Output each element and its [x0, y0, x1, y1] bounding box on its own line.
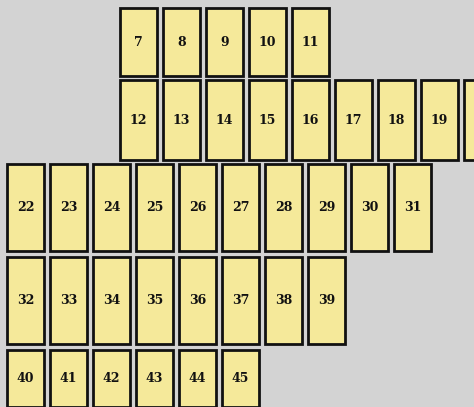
Bar — [351, 164, 388, 251]
Text: 7: 7 — [134, 35, 143, 48]
Bar — [249, 80, 286, 160]
Text: 43: 43 — [146, 372, 163, 385]
Bar — [206, 8, 243, 76]
Bar — [179, 350, 216, 407]
Bar — [308, 257, 345, 344]
Text: 31: 31 — [404, 201, 421, 214]
Text: 14: 14 — [216, 114, 233, 127]
Text: 12: 12 — [130, 114, 147, 127]
Bar — [292, 8, 329, 76]
Text: 25: 25 — [146, 201, 163, 214]
Bar — [222, 257, 259, 344]
Text: 37: 37 — [232, 294, 249, 307]
Bar — [265, 164, 302, 251]
Text: 11: 11 — [302, 35, 319, 48]
Text: 22: 22 — [17, 201, 34, 214]
Text: 33: 33 — [60, 294, 77, 307]
Bar — [206, 80, 243, 160]
Text: 13: 13 — [173, 114, 190, 127]
Bar — [421, 80, 458, 160]
Text: 8: 8 — [177, 35, 186, 48]
Bar — [50, 350, 87, 407]
Text: 39: 39 — [318, 294, 335, 307]
Bar — [7, 257, 44, 344]
Text: 42: 42 — [103, 372, 120, 385]
Text: 29: 29 — [318, 201, 335, 214]
Bar — [179, 257, 216, 344]
Bar — [265, 257, 302, 344]
Text: 9: 9 — [220, 35, 229, 48]
Text: 32: 32 — [17, 294, 34, 307]
Text: 30: 30 — [361, 201, 378, 214]
Bar — [120, 8, 157, 76]
Text: 26: 26 — [189, 201, 206, 214]
Bar — [136, 257, 173, 344]
Bar — [120, 80, 157, 160]
Text: 44: 44 — [189, 372, 206, 385]
Bar — [249, 8, 286, 76]
Text: 24: 24 — [103, 201, 120, 214]
Text: 19: 19 — [431, 114, 448, 127]
Bar — [335, 80, 372, 160]
Bar — [222, 350, 259, 407]
Bar — [136, 164, 173, 251]
Text: 18: 18 — [388, 114, 405, 127]
Bar — [163, 8, 200, 76]
Bar — [308, 164, 345, 251]
Text: 45: 45 — [232, 372, 249, 385]
Text: 34: 34 — [103, 294, 120, 307]
Bar — [93, 350, 130, 407]
Text: 35: 35 — [146, 294, 163, 307]
Text: 17: 17 — [345, 114, 362, 127]
Text: 27: 27 — [232, 201, 249, 214]
Text: 23: 23 — [60, 201, 77, 214]
Bar — [222, 164, 259, 251]
Bar — [93, 257, 130, 344]
Bar — [7, 350, 44, 407]
Text: 10: 10 — [259, 35, 276, 48]
Text: 40: 40 — [17, 372, 34, 385]
Bar — [136, 350, 173, 407]
Bar — [292, 80, 329, 160]
Bar — [394, 164, 431, 251]
Text: 36: 36 — [189, 294, 206, 307]
Text: 16: 16 — [302, 114, 319, 127]
Bar — [93, 164, 130, 251]
Bar — [179, 164, 216, 251]
Bar — [7, 164, 44, 251]
Text: 38: 38 — [275, 294, 292, 307]
Text: 28: 28 — [275, 201, 292, 214]
Bar — [163, 80, 200, 160]
Bar — [50, 164, 87, 251]
Text: 41: 41 — [60, 372, 77, 385]
Text: 15: 15 — [259, 114, 276, 127]
Bar — [464, 80, 474, 160]
Bar — [50, 257, 87, 344]
Bar — [378, 80, 415, 160]
